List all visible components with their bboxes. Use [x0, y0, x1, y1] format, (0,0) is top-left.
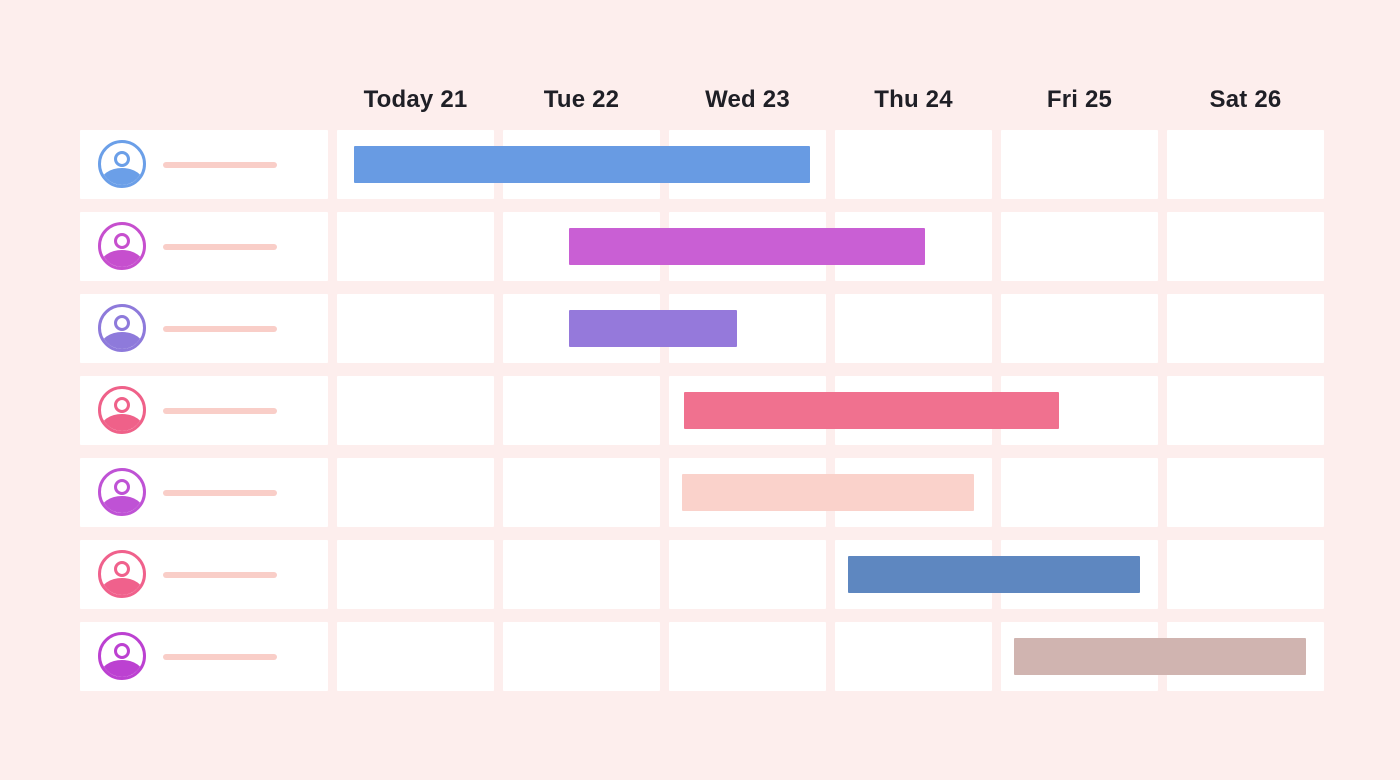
name-placeholder-line: [163, 244, 277, 250]
avatar-shoulders-shape: [101, 250, 143, 267]
schedule-row: [80, 130, 1324, 199]
day-cell[interactable]: [337, 622, 494, 691]
day-header-row: Today 21 Tue 22 Wed 23 Thu 24 Fri 25 Sat 26: [80, 84, 1324, 116]
day-cell[interactable]: [1001, 458, 1158, 527]
user-avatar-icon: [98, 386, 146, 434]
schedule-grid: [80, 130, 1324, 691]
day-cell[interactable]: [1001, 212, 1158, 281]
schedule-row: [80, 540, 1324, 609]
day-cell[interactable]: [1001, 294, 1158, 363]
avatar-shoulders-shape: [101, 168, 143, 185]
user-avatar-icon: [98, 222, 146, 270]
user-avatar-icon: [98, 140, 146, 188]
schedule-row: [80, 622, 1324, 691]
day-cell[interactable]: [503, 540, 660, 609]
person-cell: [80, 622, 328, 691]
avatar-head-shape: [114, 397, 130, 413]
person-cell: [80, 212, 328, 281]
avatar-head-shape: [114, 561, 130, 577]
day-header-label: Today 21: [363, 86, 468, 113]
schedule-row: [80, 294, 1324, 363]
schedule-row: [80, 458, 1324, 527]
user-avatar-icon: [98, 632, 146, 680]
person-cell: [80, 294, 328, 363]
day-cell[interactable]: [503, 376, 660, 445]
schedule-row: [80, 212, 1324, 281]
name-placeholder-line: [163, 162, 277, 168]
day-cell[interactable]: [1167, 540, 1324, 609]
name-placeholder-line: [163, 326, 277, 332]
avatar-shoulders-shape: [101, 332, 143, 349]
day-header-label: Fri 25: [1046, 86, 1113, 113]
task-bar[interactable]: [353, 146, 811, 183]
name-placeholder-line: [163, 408, 277, 414]
day-cell[interactable]: [337, 458, 494, 527]
day-cell[interactable]: [337, 294, 494, 363]
person-cell: [80, 540, 328, 609]
task-bar[interactable]: [1014, 638, 1307, 675]
avatar-head-shape: [114, 479, 130, 495]
day-cell[interactable]: [503, 458, 660, 527]
day-cell[interactable]: [1167, 376, 1324, 445]
user-avatar-icon: [98, 468, 146, 516]
day-cell[interactable]: [835, 622, 992, 691]
user-avatar-icon: [98, 550, 146, 598]
task-bar[interactable]: [569, 228, 925, 265]
day-cell[interactable]: [337, 212, 494, 281]
day-cell[interactable]: [503, 622, 660, 691]
person-cell: [80, 376, 328, 445]
task-bar[interactable]: [569, 310, 738, 347]
user-avatar-icon: [98, 304, 146, 352]
avatar-head-shape: [114, 315, 130, 331]
day-header-label: Wed 23: [705, 86, 790, 113]
avatar-shoulders-shape: [101, 578, 143, 595]
task-bar[interactable]: [683, 392, 1060, 429]
avatar-shoulders-shape: [101, 414, 143, 431]
task-bar[interactable]: [848, 556, 1141, 593]
day-cell[interactable]: [669, 622, 826, 691]
name-placeholder-line: [163, 490, 277, 496]
avatar-head-shape: [114, 151, 130, 167]
avatar-head-shape: [114, 643, 130, 659]
avatar-shoulders-shape: [101, 660, 143, 677]
day-cell[interactable]: [835, 294, 992, 363]
schedule-row: [80, 376, 1324, 445]
day-cell[interactable]: [835, 130, 992, 199]
day-header-label: Sat 26: [1209, 86, 1282, 113]
avatar-shoulders-shape: [101, 496, 143, 513]
day-cell[interactable]: [1167, 294, 1324, 363]
name-placeholder-line: [163, 654, 277, 660]
task-bar[interactable]: [682, 474, 975, 511]
day-cell[interactable]: [1167, 458, 1324, 527]
day-header-label: Tue 22: [543, 86, 620, 113]
avatar-head-shape: [114, 233, 130, 249]
day-cell[interactable]: [1167, 130, 1324, 199]
day-cell[interactable]: [1001, 130, 1158, 199]
day-header-label: Thu 24: [874, 86, 953, 113]
person-cell: [80, 130, 328, 199]
name-placeholder-line: [163, 572, 277, 578]
day-cell[interactable]: [337, 540, 494, 609]
day-cell[interactable]: [669, 540, 826, 609]
day-cell[interactable]: [1167, 212, 1324, 281]
day-cell[interactable]: [337, 376, 494, 445]
person-cell: [80, 458, 328, 527]
